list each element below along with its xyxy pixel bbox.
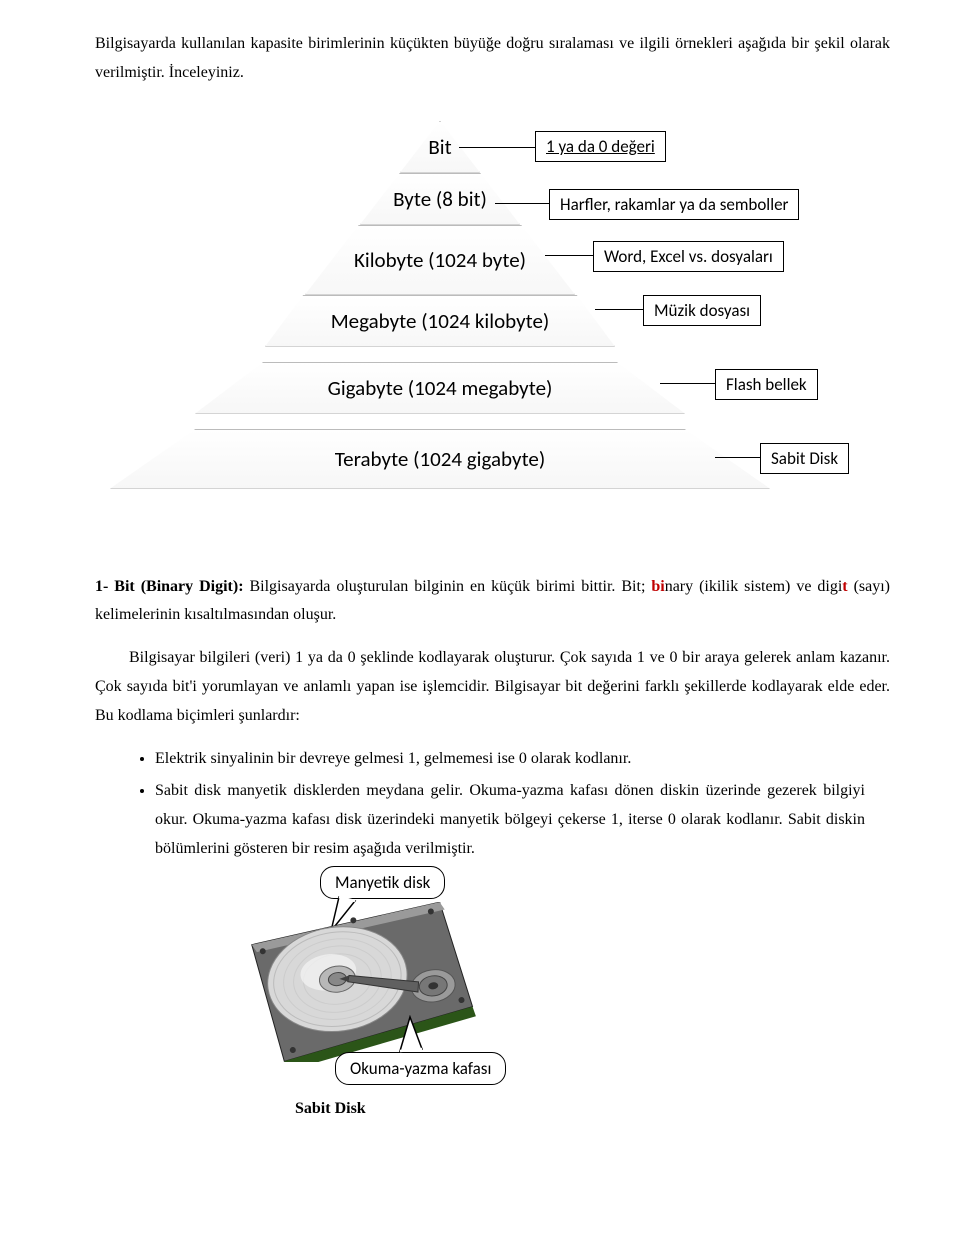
callout-connector <box>660 383 715 384</box>
bit-red-bi: bi <box>651 578 664 595</box>
callout-connector <box>495 203 549 204</box>
pyramid-level-label: Gigabyte (1024 megabyte) <box>328 376 553 400</box>
pyramid-level-label: Byte (8 bit) <box>393 187 487 211</box>
bit-heading: 1- Bit (Binary Digit): <box>95 578 244 595</box>
callout-box-5: Flash bellek <box>715 369 818 400</box>
callout-connector <box>545 255 593 256</box>
callout-box-6: Sabit Disk <box>760 443 849 474</box>
bit-text-a: Bilgisayarda oluşturulan bilginin en küç… <box>244 578 652 595</box>
pyramid-level-label: Megabyte (1024 kilobyte) <box>331 309 550 333</box>
pyramid-level-label: Bit <box>428 135 451 159</box>
callout-read-write-head-label: Okuma-yazma kafası <box>350 1058 491 1079</box>
callout-connector <box>595 309 643 310</box>
intro-paragraph: Bilgisayarda kullanılan kapasite birimle… <box>95 30 890 88</box>
pyramid-level-label: Kilobyte (1024 byte) <box>354 248 526 272</box>
callout-connector <box>459 147 535 148</box>
callout-magnetic-disk: Manyetik disk <box>320 866 445 899</box>
callout-box-4: Müzik dosyası <box>643 295 761 326</box>
pyramid-level-3: Kilobyte (1024 byte) <box>305 225 575 295</box>
callout-read-write-head: Okuma-yazma kafası <box>335 1052 506 1085</box>
paragraph-encoding: Bilgisayar bilgileri (veri) 1 ya da 0 şe… <box>95 644 890 730</box>
encoding-bullet-list: Elektrik sinyalinin bir devreye gelmesi … <box>155 745 890 864</box>
callout-magnetic-disk-label: Manyetik disk <box>335 872 430 893</box>
callout-box-2: Harfler, rakamlar ya da semboller <box>549 189 799 220</box>
pyramid-level-4: Megabyte (1024 kilobyte) <box>265 295 615 347</box>
disk-figure: Manyetik disk <box>145 882 890 1132</box>
disk-caption: Sabit Disk <box>295 1100 366 1118</box>
bit-text-b: nary (ikilik sistem) ve digi <box>665 578 843 595</box>
pyramid-level-2: Byte (8 bit) <box>360 173 520 225</box>
pyramid-diagram: Bit Byte (8 bit) Kilobyte (1024 byte) Megab… <box>95 113 890 513</box>
pyramid-level-6: Terabyte (1024 gigabyte) <box>110 429 770 489</box>
encoding-text: Bilgisayar bilgileri (veri) 1 ya da 0 şe… <box>95 649 890 724</box>
bullet-item: Sabit disk manyetik disklerden meydana g… <box>155 777 890 863</box>
pyramid-level-5: Gigabyte (1024 megabyte) <box>195 362 685 414</box>
callout-connector <box>715 457 760 458</box>
callout-box-3: Word, Excel vs. dosyaları <box>593 241 784 272</box>
hard-disk-illustration <box>240 902 480 1062</box>
bullet-item: Elektrik sinyalinin bir devreye gelmesi … <box>155 745 890 774</box>
callout-box-1: 1 ya da 0 değeri <box>535 131 666 162</box>
callout-tail-icon <box>396 1015 436 1055</box>
paragraph-bit-definition: 1- Bit (Binary Digit): Bilgisayarda oluş… <box>95 573 890 631</box>
pyramid-level-label: Terabyte (1024 gigabyte) <box>335 447 545 471</box>
